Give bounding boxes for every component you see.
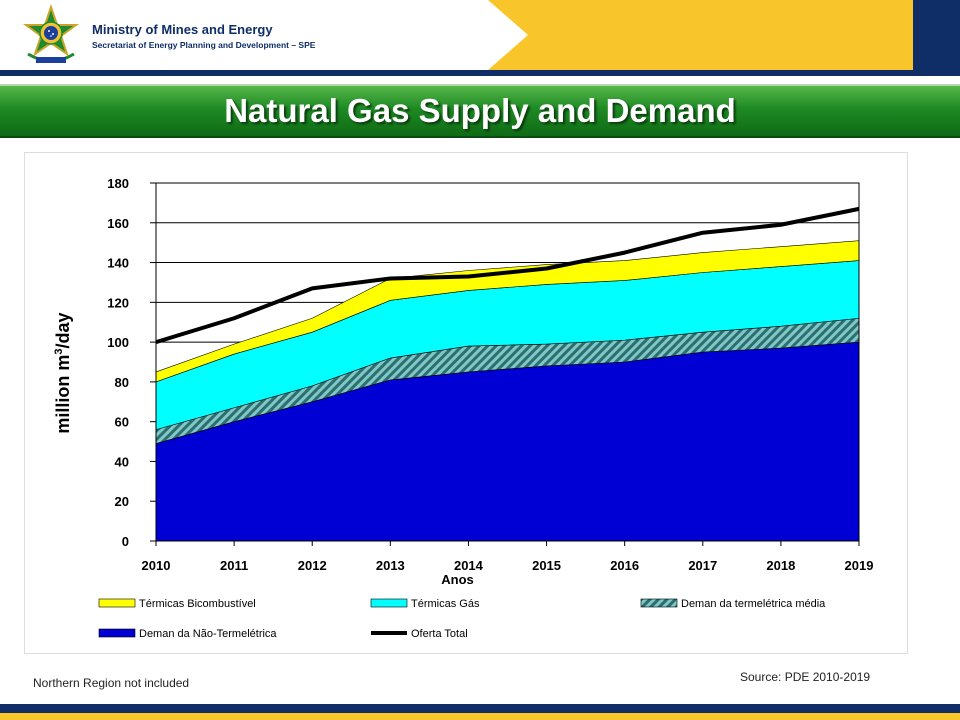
x-tick-label: 2017 <box>688 558 717 573</box>
x-tick-label: 2012 <box>298 558 327 573</box>
header-yellow-band <box>488 0 913 70</box>
legend-swatch <box>640 598 678 608</box>
legend-label: Deman da termelétrica média <box>681 598 826 610</box>
x-tick-label: 2013 <box>376 558 405 573</box>
legend-label: Térmicas Bicombustível <box>139 598 256 610</box>
footer-yellow-band <box>0 713 960 720</box>
slide-title: Natural Gas Supply and Demand <box>224 92 736 129</box>
stacked-area-chart: 0 20 40 60 80 100 120 140 160 180 2010 2011 2012 2013… <box>53 176 873 640</box>
x-tick-label: 2014 <box>454 558 484 573</box>
legend-label: Deman da Não-Termelétrica <box>139 628 277 640</box>
legend-item: Térmicas Gás <box>370 598 480 610</box>
x-tick-label: 2016 <box>610 558 639 573</box>
legend-label: Térmicas Gás <box>411 598 480 610</box>
header-navy-band <box>913 0 960 76</box>
line-layer <box>155 206 860 345</box>
legend-swatch <box>98 598 136 608</box>
footer-navy-band <box>0 704 960 713</box>
y-tick-label: 40 <box>115 454 129 469</box>
legend-item: Deman da termelétrica média <box>640 598 826 610</box>
area-layer <box>155 240 860 542</box>
footnote: Northern Region not included <box>33 676 190 690</box>
source-note: Source: PDE 2010-2019 <box>740 670 871 684</box>
axes: 0 20 40 60 80 100 120 140 160 180 2010 2011 2012 2013… <box>53 176 873 587</box>
ministry-name: Ministry of Mines and Energy <box>92 22 273 37</box>
legend-item: Deman da Não-Termelétrica <box>98 628 277 640</box>
slide-header: Ministry of Mines and Energy Secretariat… <box>0 0 960 76</box>
y-tick-label: 60 <box>115 415 129 430</box>
y-tick-label: 140 <box>107 256 129 271</box>
secretariat-name: Secretariat of Energy Planning and Devel… <box>92 40 316 50</box>
y-axis-title: million m3/day <box>53 312 73 433</box>
x-tick-label: 2011 <box>220 558 248 573</box>
plot-border <box>155 182 860 542</box>
legend-label: Oferta Total <box>411 628 468 640</box>
x-tick-label: 2019 <box>845 558 874 573</box>
y-tick-label: 160 <box>107 216 129 231</box>
legend-item: Térmicas Bicombustível <box>98 598 256 610</box>
y-tick-label: 80 <box>115 375 129 390</box>
header-underline <box>0 70 913 76</box>
x-tick-label: 2018 <box>766 558 795 573</box>
legend-swatch <box>98 628 136 638</box>
x-tick-label: 2015 <box>532 558 561 573</box>
y-tick-label: 100 <box>107 335 129 350</box>
y-tick-label: 0 <box>122 534 129 549</box>
brazil-coat-of-arms-icon <box>22 4 80 63</box>
title-banner: Natural Gas Supply and Demand <box>0 84 960 138</box>
x-axis-title: Anos <box>441 572 474 587</box>
line-series-0 <box>155 206 860 345</box>
x-tick-label: 2010 <box>142 558 171 573</box>
legend-swatch <box>370 598 408 608</box>
y-tick-label: 20 <box>115 494 129 509</box>
y-tick-label: 120 <box>107 295 129 310</box>
y-tick-label: 180 <box>107 176 129 191</box>
legend: Térmicas Bicombustível Térmicas Gás Deman … <box>98 598 826 640</box>
legend-item: Oferta Total <box>371 628 468 640</box>
chart-frame: 0 20 40 60 80 100 120 140 160 180 2010 2011 2012 2013… <box>24 152 908 654</box>
